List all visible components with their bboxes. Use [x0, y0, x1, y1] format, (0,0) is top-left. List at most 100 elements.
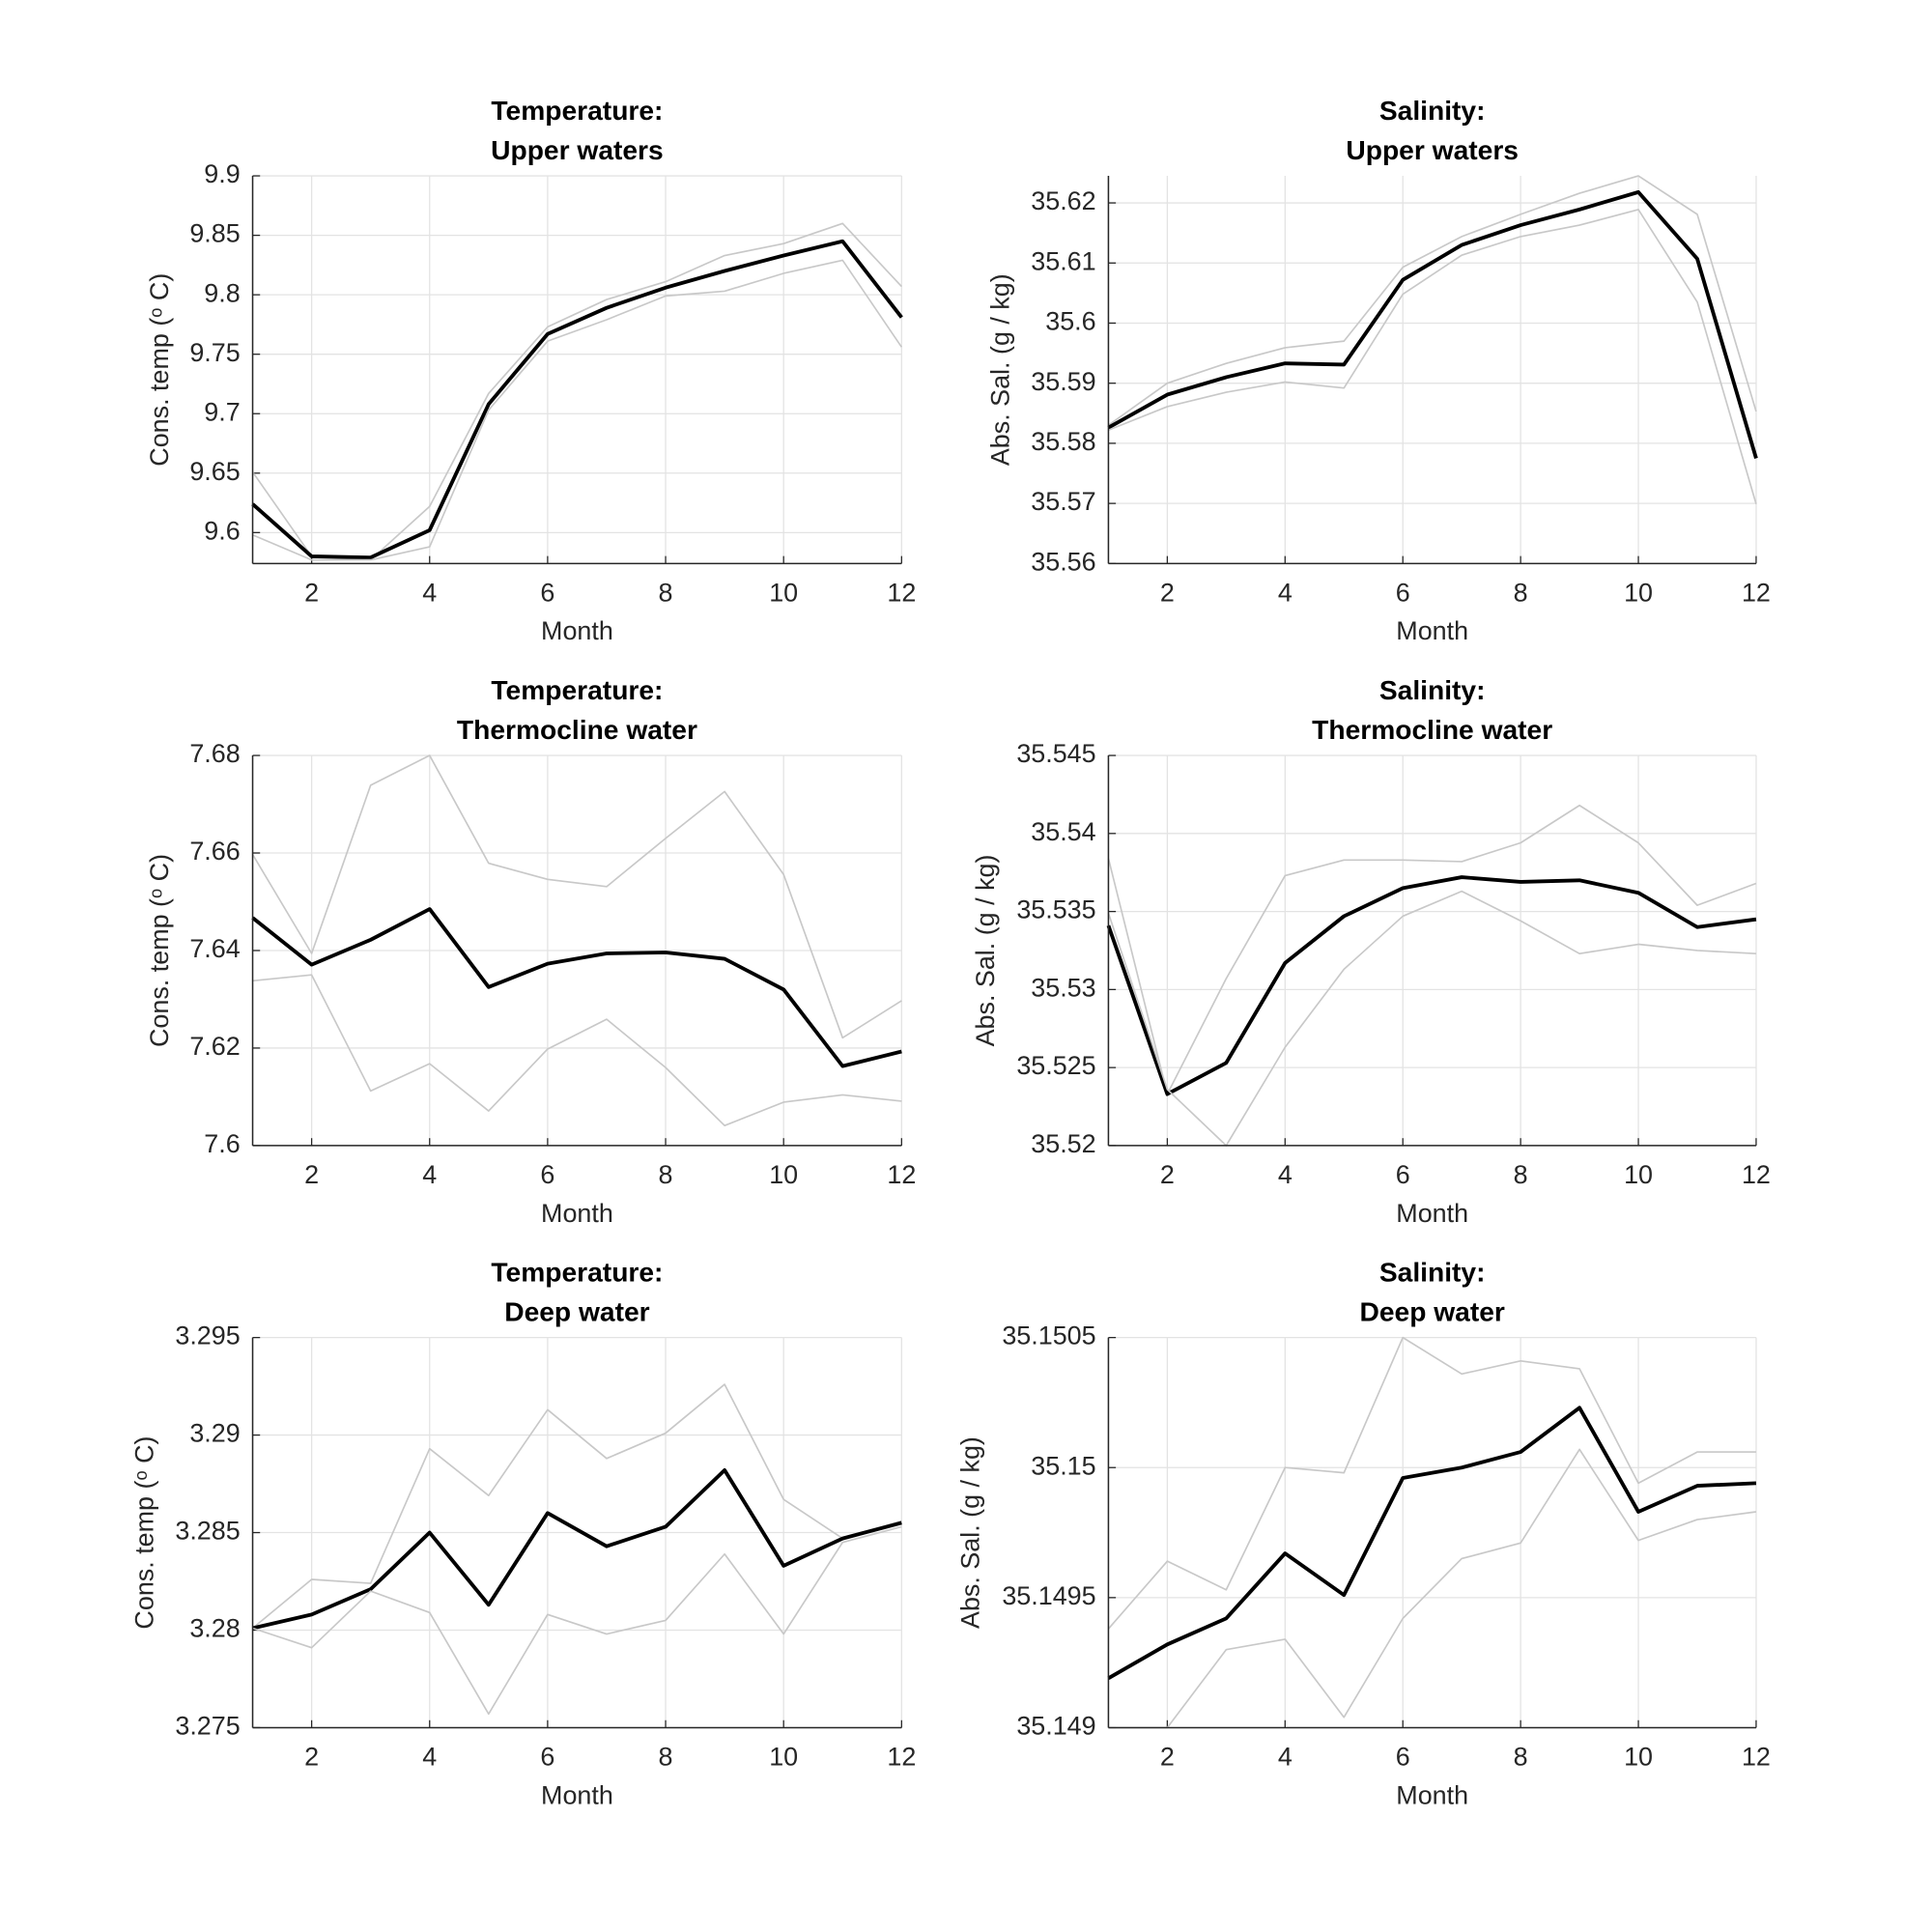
- chart-title: Salinity:: [1379, 674, 1486, 705]
- x-tick-label: 6: [540, 578, 554, 607]
- chart-title: Salinity:: [1379, 1257, 1486, 1288]
- y-tick-label: 9.65: [189, 457, 240, 486]
- y-tick-label: 35.535: [1016, 895, 1095, 924]
- data-line: [251, 222, 902, 561]
- chart-title: Temperature:: [491, 674, 663, 705]
- chart-title: Thermocline water: [1312, 714, 1552, 745]
- chart-title: Thermocline water: [457, 714, 697, 745]
- x-tick-label: 10: [769, 1160, 798, 1189]
- y-tick-label: 35.149: [1016, 1712, 1095, 1741]
- y-tick-label: 35.15: [1031, 1451, 1095, 1480]
- x-tick-label: 2: [1160, 1160, 1175, 1189]
- x-tick-label: 12: [1742, 1160, 1771, 1189]
- y-tick-label: 35.52: [1031, 1129, 1095, 1158]
- y-tick-label: 9.7: [204, 397, 240, 426]
- x-tick-label: 4: [422, 1160, 437, 1189]
- y-tick-label: 35.62: [1031, 186, 1095, 215]
- x-tick-label: 4: [422, 1743, 437, 1772]
- x-tick-label: 8: [1514, 578, 1528, 607]
- y-axis-label: Cons. temp (ᵒ C): [145, 273, 174, 467]
- y-tick-label: 9.8: [204, 278, 240, 307]
- x-tick-label: 12: [887, 578, 916, 607]
- data-line: [1107, 890, 1756, 1147]
- y-tick-label: 35.6: [1045, 307, 1095, 336]
- y-tick-label: 35.58: [1031, 427, 1095, 456]
- y-tick-label: 7.66: [189, 837, 240, 866]
- x-tick-label: 2: [1160, 1743, 1175, 1772]
- data-line: [1108, 1448, 1757, 1729]
- chart-title: Deep water: [1359, 1296, 1504, 1327]
- y-tick-label: 35.53: [1031, 973, 1095, 1002]
- x-axis-label: Month: [1396, 1199, 1468, 1228]
- x-tick-label: 10: [1624, 1743, 1653, 1772]
- y-tick-label: 9.85: [189, 219, 240, 248]
- x-tick-label: 10: [1624, 578, 1653, 607]
- x-axis-label: Month: [1396, 616, 1468, 645]
- x-tick-label: 8: [1514, 1160, 1528, 1189]
- y-axis-label: Abs. Sal. (g / kg): [971, 855, 1000, 1047]
- data-line: [1107, 175, 1757, 426]
- x-tick-label: 8: [659, 578, 673, 607]
- chart-title: Upper waters: [1346, 134, 1519, 165]
- y-tick-label: 35.525: [1016, 1051, 1095, 1080]
- data-line: [252, 1383, 902, 1630]
- x-tick-label: 4: [1278, 1743, 1293, 1772]
- x-tick-label: 10: [769, 1743, 798, 1772]
- data-line: [1106, 875, 1757, 1096]
- y-tick-label: 35.59: [1031, 367, 1095, 396]
- data-line: [1107, 804, 1757, 1095]
- chart-title: Upper waters: [491, 134, 664, 165]
- data-line: [1108, 209, 1757, 504]
- y-tick-label: 9.6: [204, 516, 240, 545]
- x-axis-label: Month: [541, 616, 613, 645]
- x-tick-label: 2: [1160, 578, 1175, 607]
- x-tick-label: 2: [304, 1743, 319, 1772]
- y-tick-label: 3.275: [175, 1712, 240, 1741]
- x-axis-label: Month: [541, 1199, 613, 1228]
- x-tick-label: 10: [1624, 1160, 1653, 1189]
- x-tick-label: 10: [769, 578, 798, 607]
- y-tick-label: 35.1495: [1002, 1581, 1095, 1610]
- data-line: [1107, 189, 1758, 460]
- x-tick-label: 6: [1396, 1160, 1410, 1189]
- data-line: [1107, 1406, 1757, 1680]
- data-line: [252, 1467, 902, 1631]
- y-tick-label: 9.9: [204, 159, 240, 188]
- x-tick-label: 2: [304, 1160, 319, 1189]
- x-tick-label: 8: [659, 1160, 673, 1189]
- chart-title: Temperature:: [491, 1257, 663, 1288]
- data-line: [251, 239, 903, 560]
- y-tick-label: 3.28: [189, 1614, 240, 1643]
- y-axis-label: Cons. temp (ᵒ C): [129, 1436, 158, 1630]
- y-tick-label: 35.61: [1031, 246, 1095, 275]
- y-tick-label: 3.295: [175, 1321, 240, 1350]
- x-tick-label: 8: [659, 1743, 673, 1772]
- data-line: [251, 907, 902, 1068]
- x-tick-label: 12: [887, 1743, 916, 1772]
- data-line: [1107, 1336, 1756, 1630]
- chart-title: Deep water: [504, 1296, 649, 1327]
- y-tick-label: 35.545: [1016, 739, 1095, 768]
- x-tick-label: 4: [1278, 1160, 1293, 1189]
- x-tick-label: 6: [1396, 1743, 1410, 1772]
- x-tick-label: 4: [1278, 578, 1293, 607]
- x-tick-label: 6: [1396, 578, 1410, 607]
- x-tick-label: 12: [1742, 578, 1771, 607]
- x-tick-label: 8: [1514, 1743, 1528, 1772]
- chart-title: Temperature:: [491, 95, 663, 126]
- y-tick-label: 35.56: [1031, 547, 1095, 576]
- x-tick-label: 2: [304, 578, 319, 607]
- y-tick-label: 7.6: [204, 1129, 240, 1158]
- y-tick-label: 35.57: [1031, 487, 1095, 516]
- y-tick-label: 3.285: [175, 1517, 240, 1546]
- data-line: [252, 974, 902, 1127]
- y-axis-label: Abs. Sal. (g / kg): [985, 273, 1014, 466]
- y-tick-label: 7.62: [189, 1032, 240, 1061]
- x-axis-label: Month: [541, 1780, 613, 1809]
- y-axis-label: Cons. temp (ᵒ C): [145, 854, 174, 1047]
- x-tick-label: 6: [540, 1160, 554, 1189]
- data-line: [252, 1525, 902, 1716]
- data-line: [252, 259, 903, 561]
- y-tick-label: 35.54: [1031, 817, 1095, 846]
